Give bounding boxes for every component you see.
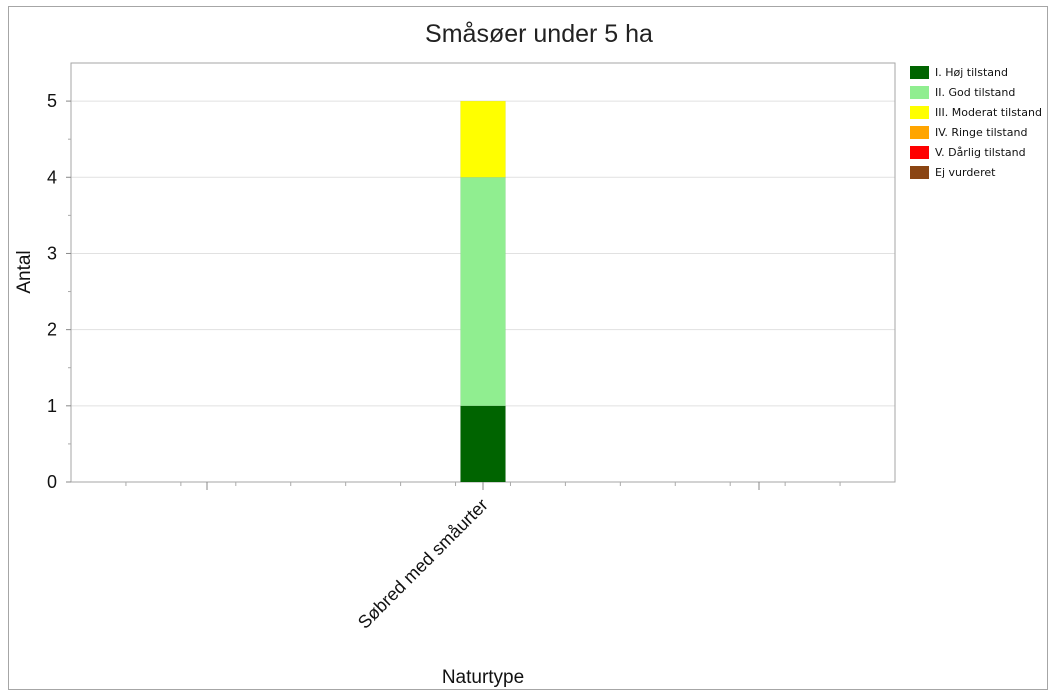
legend-entry: V. Dårlig tilstand xyxy=(935,146,1026,159)
y-tick-label: 1 xyxy=(47,396,57,416)
legend-entry: IV. Ringe tilstand xyxy=(935,126,1027,139)
bar-segment-2 xyxy=(460,177,506,407)
legend: I. Høj tilstand II. God tilstand III. Mode… xyxy=(910,66,1042,179)
legend-entry: III. Moderat tilstand xyxy=(935,106,1042,119)
legend-entry: Ej vurderet xyxy=(935,166,996,179)
legend-swatch xyxy=(910,86,929,99)
y-tick-label: 5 xyxy=(47,91,57,111)
legend-swatch xyxy=(910,146,929,159)
y-tick-label: 4 xyxy=(47,167,57,187)
y-tick-label: 0 xyxy=(47,472,57,492)
x-axis-label: Naturtype xyxy=(442,667,524,688)
bars xyxy=(460,100,506,483)
bar-segment-1 xyxy=(460,405,506,483)
chart-title: Småsøer under 5 ha xyxy=(425,20,653,48)
legend-swatch xyxy=(910,106,929,119)
x-tick-label: Søbred med småurter xyxy=(354,495,492,633)
y-tick-label: 2 xyxy=(47,320,57,340)
chart-frame xyxy=(8,6,1048,690)
y-axis-label: Antal xyxy=(14,250,35,293)
minor-ticks xyxy=(66,100,841,490)
bar-segment-3 xyxy=(460,100,506,178)
legend-swatch xyxy=(910,166,929,179)
legend-entry: I. Høj tilstand xyxy=(935,66,1008,79)
legend-swatch xyxy=(910,66,929,79)
y-tick-label: 3 xyxy=(47,243,57,263)
legend-entry: II. God tilstand xyxy=(935,86,1015,99)
y-tick-labels: 0 1 2 3 4 5 xyxy=(47,91,57,492)
x-tick-labels: Søbred med småurter xyxy=(354,482,492,633)
legend-swatch xyxy=(910,126,929,139)
